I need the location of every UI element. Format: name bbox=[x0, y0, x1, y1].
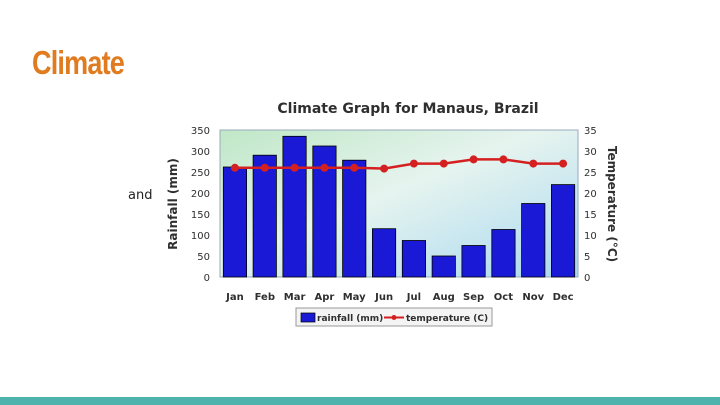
legend-rainfall-swatch bbox=[300, 312, 316, 323]
temperature-point-mar bbox=[290, 163, 299, 172]
x-tick-label: Feb bbox=[255, 292, 275, 303]
x-tick-label: Nov bbox=[522, 292, 544, 303]
temperature-point-oct bbox=[499, 155, 508, 164]
y-left-tick-label: 150 bbox=[191, 210, 210, 221]
y-right-tick-label: 5 bbox=[584, 252, 590, 263]
y-axis-right-label: Temperature (°C) bbox=[605, 146, 619, 262]
y-right-tick-label: 30 bbox=[584, 147, 597, 158]
x-tick-label: Jun bbox=[374, 292, 393, 303]
x-tick-label: Dec bbox=[553, 292, 574, 303]
x-tick-label: Jul bbox=[406, 292, 421, 303]
legend-temperature-marker bbox=[391, 315, 397, 320]
x-tick-label: Oct bbox=[494, 292, 513, 303]
temperature-point-nov bbox=[529, 159, 538, 168]
temperature-point-dec bbox=[559, 159, 568, 168]
rainfall-bar-may bbox=[342, 159, 367, 278]
chart-title: Climate Graph for Manaus, Brazil bbox=[277, 101, 538, 117]
rainfall-bar-nov bbox=[521, 203, 546, 278]
y-axis-left-label: Rainfall (mm) bbox=[166, 158, 180, 250]
slide-title: Climate bbox=[32, 44, 125, 81]
plot-area bbox=[219, 129, 579, 278]
y-left-tick-label: 200 bbox=[191, 189, 210, 200]
side-text: and bbox=[128, 188, 153, 203]
x-tick-label: Mar bbox=[284, 292, 306, 303]
rainfall-bar-apr bbox=[312, 145, 337, 278]
temperature-line bbox=[234, 158, 564, 170]
x-tick-label: Sep bbox=[463, 292, 484, 303]
bottom-accent-bar bbox=[0, 397, 720, 405]
rainfall-bar-feb bbox=[252, 154, 277, 278]
x-tick-label: Apr bbox=[314, 292, 334, 303]
temperature-point-jul bbox=[409, 159, 418, 168]
y-left-tick-label: 50 bbox=[197, 252, 210, 263]
y-left-tick-label: 0 bbox=[204, 273, 210, 284]
temperature-point-jan bbox=[230, 163, 239, 172]
rainfall-bar-sep bbox=[461, 245, 486, 278]
x-tick-label: Aug bbox=[433, 292, 455, 303]
temperature-point-may bbox=[350, 163, 359, 172]
temperature-point-feb bbox=[260, 163, 269, 172]
rainfall-bar-jan bbox=[222, 166, 247, 278]
x-tick-label: May bbox=[343, 292, 366, 303]
temperature-point-jun bbox=[380, 164, 389, 173]
y-right-tick-label: 25 bbox=[584, 168, 597, 179]
rainfall-bar-aug bbox=[431, 255, 456, 278]
y-left-tick-label: 250 bbox=[191, 168, 210, 179]
y-left-tick-label: 350 bbox=[191, 126, 210, 137]
temperature-point-sep bbox=[469, 155, 478, 164]
legend-temperature-label: temperature (C) bbox=[406, 314, 488, 324]
rainfall-bar-dec bbox=[550, 184, 576, 278]
y-right-tick-label: 0 bbox=[584, 273, 590, 284]
rainfall-bar-jul bbox=[401, 240, 427, 278]
y-right-tick-label: 10 bbox=[584, 231, 597, 242]
climate-chart: Climate Graph for Manaus, Brazil 0501001… bbox=[166, 101, 619, 327]
temperature-point-apr bbox=[320, 163, 329, 172]
temperature-point-aug bbox=[439, 159, 448, 168]
legend-rainfall-label: rainfall (mm) bbox=[317, 314, 383, 324]
y-left-tick-label: 300 bbox=[191, 147, 210, 158]
rainfall-bar-jun bbox=[371, 228, 397, 278]
x-tick-label: Jan bbox=[225, 292, 244, 303]
y-right-tick-label: 35 bbox=[584, 126, 597, 137]
y-right-tick-label: 15 bbox=[584, 210, 597, 221]
y-left-tick-label: 100 bbox=[191, 231, 210, 242]
rainfall-bar-mar bbox=[282, 135, 307, 278]
legend: rainfall (mm) temperature (C) bbox=[295, 307, 493, 327]
y-right-tick-label: 20 bbox=[584, 189, 597, 200]
rainfall-bar-oct bbox=[491, 229, 516, 278]
